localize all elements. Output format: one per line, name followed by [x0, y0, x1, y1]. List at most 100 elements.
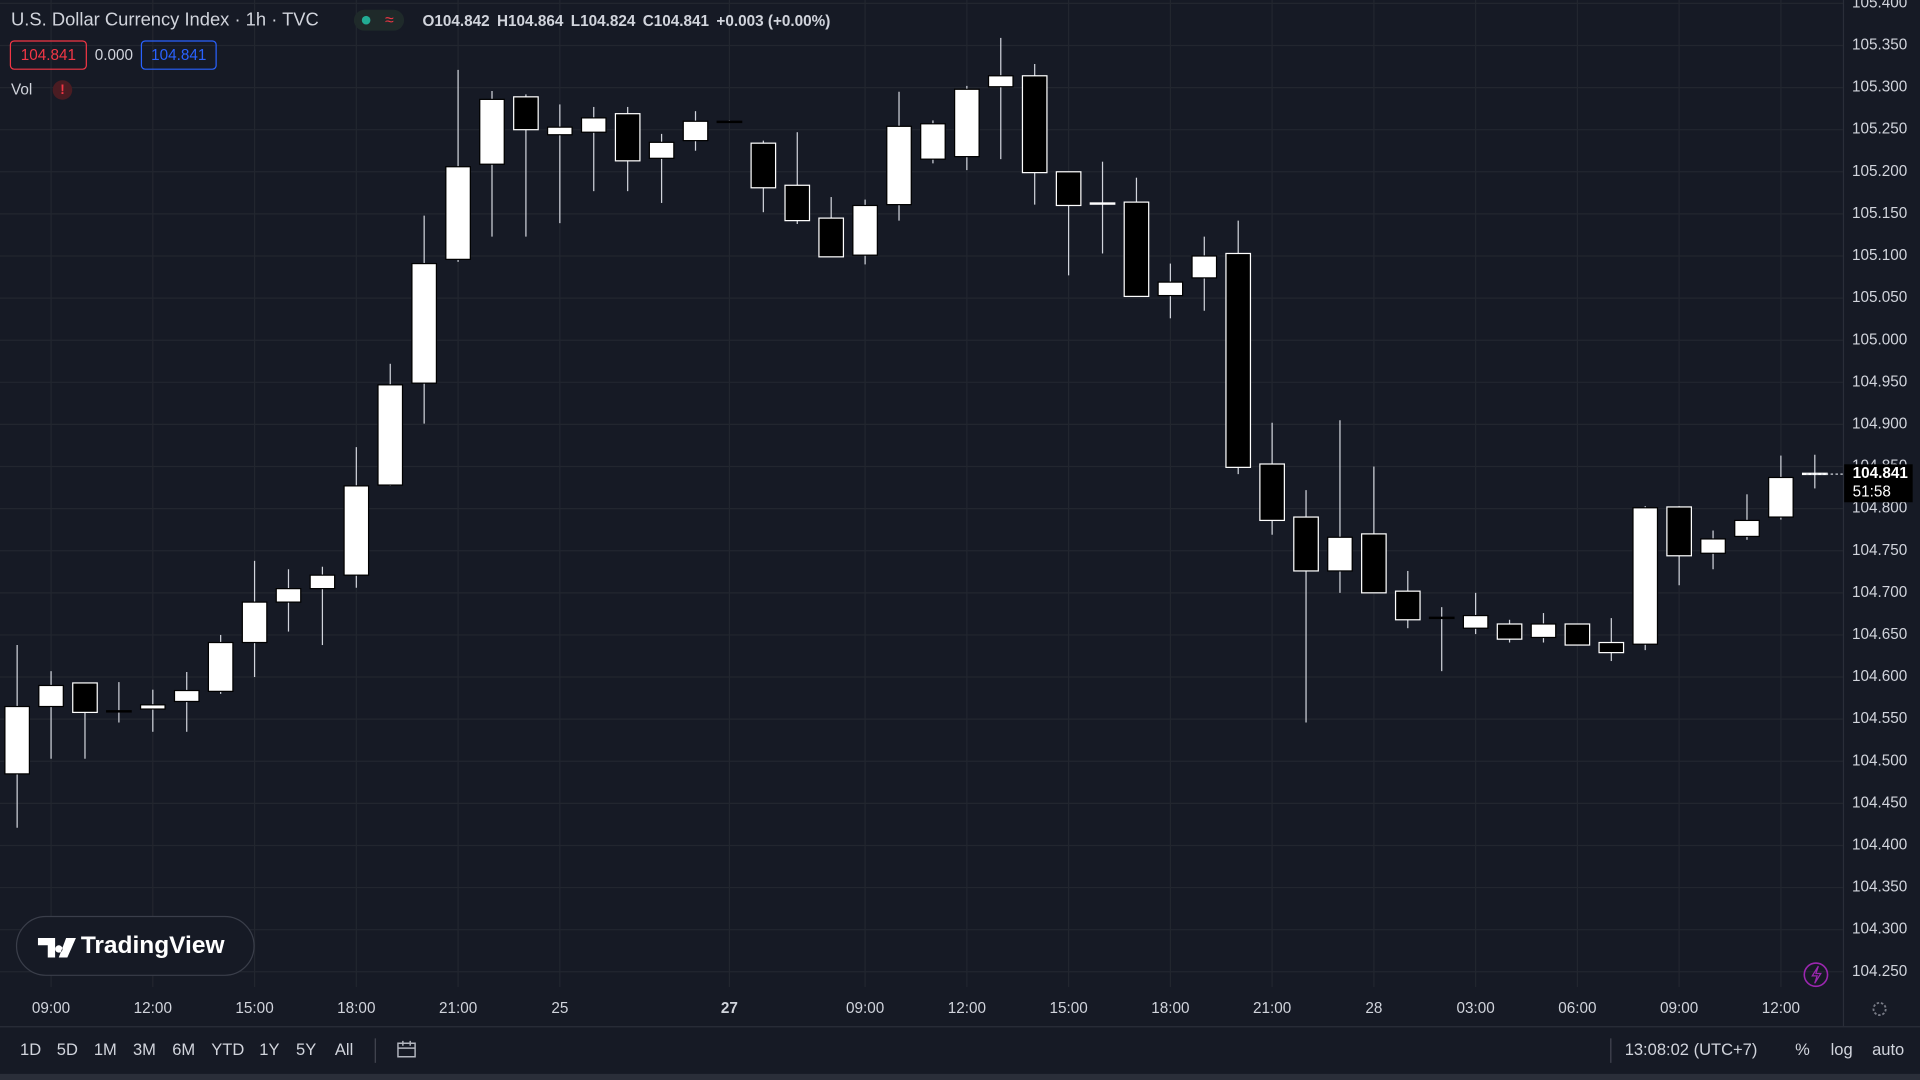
- y-tick-label: 105.100: [1852, 247, 1907, 264]
- x-tick-label: 12:00: [1762, 1000, 1800, 1017]
- candle-body: [1564, 623, 1591, 646]
- range-button[interactable]: 3M: [133, 1040, 156, 1059]
- candle-body: [1632, 507, 1659, 645]
- y-tick-label: 105.050: [1852, 289, 1907, 306]
- x-tick-label: 06:00: [1558, 1000, 1596, 1017]
- y-tick-label: 104.450: [1852, 794, 1907, 811]
- range-button[interactable]: 1M: [94, 1040, 117, 1059]
- y-tick-label: 104.400: [1852, 837, 1907, 854]
- candle-body: [1327, 536, 1353, 572]
- y-tick-label: 104.600: [1852, 668, 1907, 685]
- x-tick-label: 12:00: [134, 1000, 172, 1017]
- candle-body: [1530, 623, 1557, 639]
- low-label: L: [571, 13, 580, 30]
- spread: 0.000: [95, 47, 133, 64]
- candle-body: [987, 75, 1014, 88]
- range-button[interactable]: 5D: [57, 1040, 78, 1059]
- clock[interactable]: 13:08:02 (UTC+7): [1625, 1040, 1758, 1059]
- y-tick-label: 104.300: [1852, 921, 1907, 938]
- alert-icon[interactable]: [52, 80, 73, 100]
- logo-badge[interactable]: [15, 915, 255, 976]
- candle-body: [1394, 590, 1421, 621]
- candle-body: [1700, 538, 1726, 554]
- candle-body: [648, 141, 675, 159]
- candle-body: [513, 96, 539, 131]
- candle-body: [1259, 463, 1285, 522]
- sell-price: 104.841: [21, 47, 76, 64]
- open-value: 104.842: [434, 13, 489, 30]
- x-tick-label: 15:00: [1049, 1000, 1087, 1017]
- x-tick-label: 18:00: [1151, 1000, 1189, 1017]
- y-tick-label: 104.500: [1852, 752, 1907, 769]
- x-tick-label: 21:00: [439, 1000, 477, 1017]
- candle-body: [72, 682, 98, 714]
- candle-body: [1496, 623, 1523, 640]
- candle-body: [1428, 616, 1455, 620]
- y-tick-label: 104.700: [1852, 584, 1907, 601]
- sell-box[interactable]: [9, 40, 87, 70]
- candle-body: [1225, 252, 1252, 468]
- high-label: H: [497, 13, 508, 30]
- candle-body: [886, 125, 912, 206]
- settings-icon[interactable]: [1872, 1001, 1887, 1017]
- percent-toggle[interactable]: %: [1795, 1040, 1810, 1059]
- symbol-title[interactable]: U.S. Dollar Currency Index · 1h · TVC: [11, 9, 319, 30]
- x-tick-label: 28: [1365, 1000, 1382, 1017]
- date-range-icon[interactable]: [397, 1040, 416, 1058]
- buy-price: 104.841: [151, 47, 206, 64]
- range-button[interactable]: 5Y: [296, 1040, 316, 1059]
- y-tick-label: 105.150: [1852, 205, 1907, 222]
- market-status: [361, 15, 371, 25]
- candle-body: [479, 98, 505, 165]
- range-button[interactable]: All: [335, 1040, 353, 1059]
- logo-mark: [37, 937, 76, 958]
- x-tick-label: 09:00: [846, 1000, 884, 1017]
- y-tick-label: 105.200: [1852, 163, 1907, 180]
- y-tick-label: 105.350: [1852, 37, 1907, 54]
- indicator-name[interactable]: Vol: [11, 82, 32, 99]
- y-tick-label: 104.250: [1852, 963, 1907, 980]
- candle-body: [1293, 516, 1319, 572]
- buy-box[interactable]: [140, 40, 217, 70]
- candle-body: [1666, 506, 1693, 557]
- range-button[interactable]: 1D: [20, 1040, 41, 1059]
- candle-body: [38, 684, 64, 708]
- lightning-button[interactable]: [1803, 962, 1829, 988]
- candle-body: [1055, 171, 1082, 207]
- x-tick-label: 03:00: [1456, 1000, 1494, 1017]
- logo-text: TradingView: [81, 932, 226, 959]
- auto-toggle[interactable]: auto: [1872, 1040, 1904, 1059]
- y-tick-label: 104.550: [1852, 710, 1907, 727]
- x-tick-label: 15:00: [235, 1000, 273, 1017]
- candle-body: [1768, 476, 1794, 518]
- y-tick-label: 104.800: [1852, 500, 1907, 517]
- candle-body: [241, 601, 268, 644]
- range-button[interactable]: 6M: [172, 1040, 195, 1059]
- status-pill[interactable]: [353, 9, 405, 31]
- range-button[interactable]: YTD: [211, 1040, 244, 1059]
- y-tick-label: 105.000: [1852, 331, 1907, 348]
- candle-body: [580, 117, 607, 133]
- x-tick-label: 27: [721, 1000, 738, 1017]
- x-tick-label: 12:00: [948, 1000, 986, 1017]
- y-tick-label: 105.250: [1852, 121, 1907, 138]
- candle-body: [818, 217, 845, 258]
- lightning-icon: [1811, 965, 1822, 984]
- candle-body: [1089, 202, 1116, 205]
- candle-body: [1598, 641, 1625, 654]
- range-buttons: 1D 5D 1M 3M 6M YTD 1Y 5Y All: [20, 1040, 353, 1059]
- log-toggle[interactable]: log: [1831, 1040, 1853, 1059]
- candle-body: [343, 485, 370, 576]
- plot: [4, 37, 1828, 828]
- y-tick-label: 104.750: [1852, 542, 1907, 559]
- candle-body: [682, 120, 709, 142]
- x-tick-label: 25: [551, 1000, 568, 1017]
- candle-body: [953, 88, 980, 158]
- change: +0.003 (+0.00%): [716, 13, 830, 30]
- grid: [0, 0, 1843, 987]
- range-button[interactable]: 1Y: [259, 1040, 279, 1059]
- candle-body: [784, 184, 811, 222]
- y-tick-label: 105.300: [1852, 79, 1907, 96]
